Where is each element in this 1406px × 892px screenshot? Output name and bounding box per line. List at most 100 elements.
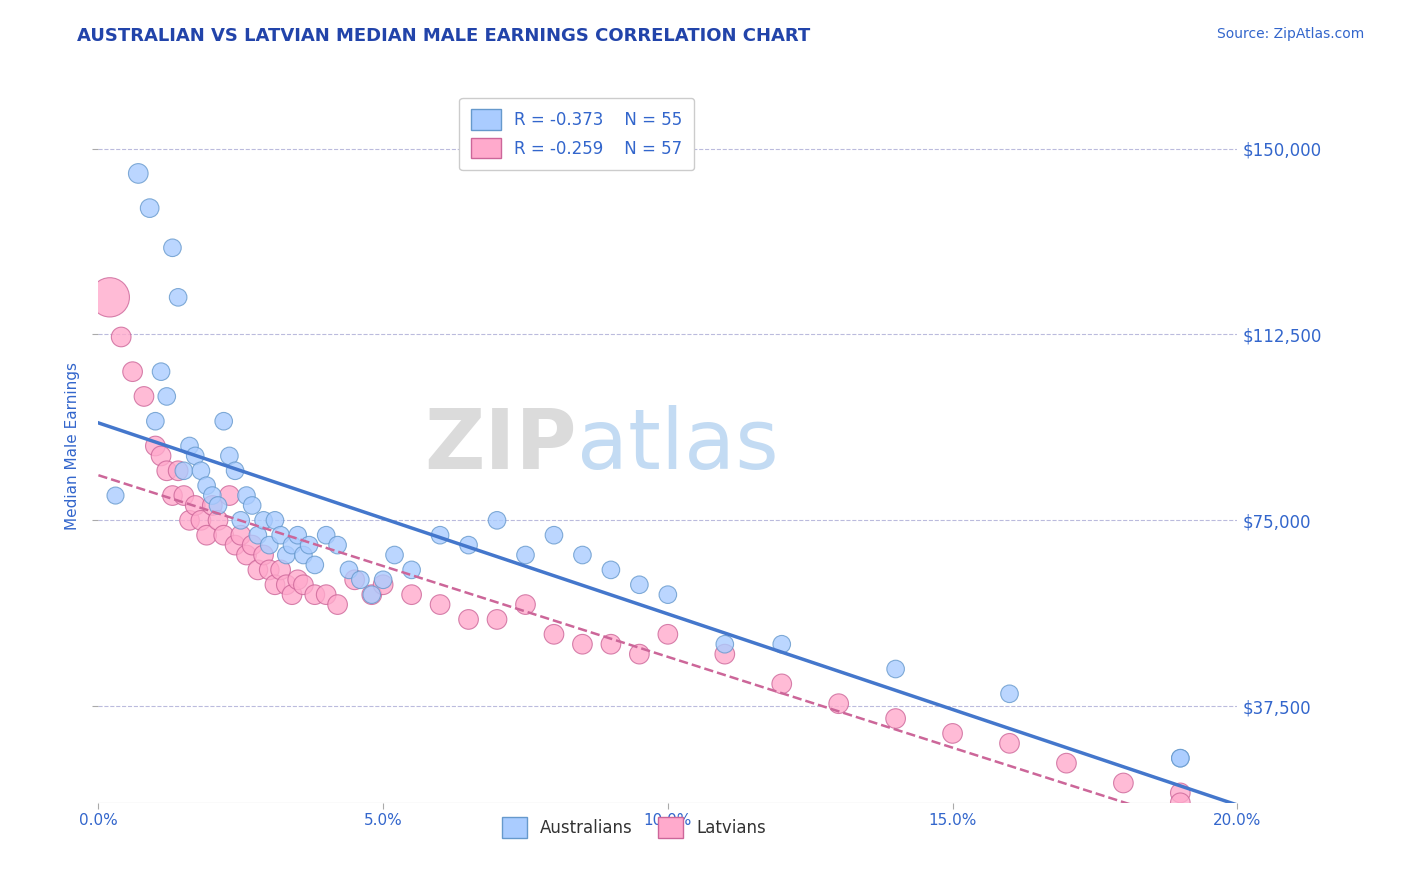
Point — [156, 464, 179, 478]
Point — [195, 528, 218, 542]
Legend: Australians, Latvians: Australians, Latvians — [495, 811, 772, 845]
Point — [304, 558, 326, 572]
Point — [240, 538, 263, 552]
Point — [110, 330, 132, 344]
Point — [276, 548, 298, 562]
Point — [401, 588, 423, 602]
Point — [770, 677, 793, 691]
Point — [515, 598, 537, 612]
Point — [179, 439, 201, 453]
Point — [184, 499, 207, 513]
Point — [343, 573, 366, 587]
Point — [942, 726, 965, 740]
Point — [1170, 751, 1192, 765]
Point — [486, 612, 509, 626]
Point — [657, 588, 679, 602]
Point — [457, 612, 479, 626]
Point — [571, 548, 593, 562]
Point — [1170, 751, 1192, 765]
Point — [229, 528, 252, 542]
Text: AUSTRALIAN VS LATVIAN MEDIAN MALE EARNINGS CORRELATION CHART: AUSTRALIAN VS LATVIAN MEDIAN MALE EARNIN… — [77, 27, 811, 45]
Point — [998, 687, 1021, 701]
Point — [156, 389, 179, 403]
Point — [337, 563, 360, 577]
Point — [98, 290, 121, 304]
Point — [150, 449, 173, 463]
Point — [429, 598, 451, 612]
Point — [486, 513, 509, 527]
Point — [145, 414, 167, 428]
Point — [190, 464, 212, 478]
Point — [998, 736, 1021, 750]
Point — [235, 548, 257, 562]
Point — [360, 588, 382, 602]
Point — [270, 563, 292, 577]
Point — [138, 201, 160, 215]
Point — [121, 365, 143, 379]
Point — [1112, 776, 1135, 790]
Point — [884, 662, 907, 676]
Point — [349, 573, 371, 587]
Point — [281, 538, 304, 552]
Text: ZIP: ZIP — [425, 406, 576, 486]
Point — [218, 489, 240, 503]
Point — [127, 166, 149, 180]
Point — [287, 528, 309, 542]
Point — [714, 637, 737, 651]
Point — [600, 563, 623, 577]
Point — [201, 499, 224, 513]
Point — [384, 548, 406, 562]
Point — [179, 513, 201, 527]
Point — [218, 449, 240, 463]
Point — [292, 548, 315, 562]
Point — [600, 637, 623, 651]
Point — [195, 478, 218, 492]
Point — [145, 439, 167, 453]
Point — [543, 528, 565, 542]
Point — [628, 647, 651, 661]
Point — [457, 538, 479, 552]
Point — [207, 499, 229, 513]
Point — [543, 627, 565, 641]
Point — [246, 528, 269, 542]
Point — [270, 528, 292, 542]
Point — [515, 548, 537, 562]
Point — [264, 513, 287, 527]
Point — [571, 637, 593, 651]
Point — [229, 513, 252, 527]
Point — [1170, 786, 1192, 800]
Point — [1170, 796, 1192, 810]
Point — [326, 598, 349, 612]
Point — [235, 489, 257, 503]
Point — [259, 563, 281, 577]
Point — [326, 538, 349, 552]
Point — [224, 464, 246, 478]
Point — [167, 290, 190, 304]
Point — [173, 489, 195, 503]
Point — [184, 449, 207, 463]
Point — [292, 578, 315, 592]
Point — [315, 528, 337, 542]
Point — [173, 464, 195, 478]
Point — [884, 712, 907, 726]
Point — [373, 578, 395, 592]
Point — [190, 513, 212, 527]
Point — [246, 563, 269, 577]
Point — [240, 499, 263, 513]
Point — [628, 578, 651, 592]
Point — [304, 588, 326, 602]
Point — [132, 389, 155, 403]
Point — [259, 538, 281, 552]
Point — [360, 588, 382, 602]
Point — [201, 489, 224, 503]
Point — [264, 578, 287, 592]
Point — [212, 414, 235, 428]
Point — [276, 578, 298, 592]
Point — [315, 588, 337, 602]
Point — [298, 538, 321, 552]
Point — [714, 647, 737, 661]
Text: atlas: atlas — [576, 406, 779, 486]
Point — [207, 513, 229, 527]
Point — [252, 548, 274, 562]
Point — [162, 489, 184, 503]
